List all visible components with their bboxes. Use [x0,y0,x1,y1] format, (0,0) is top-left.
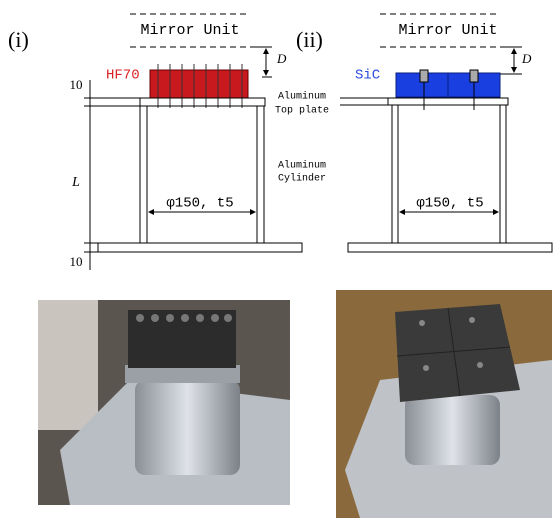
dimension-label: 10 [70,77,83,92]
panel-i: (i) Mirror Unit D HF70 φ150, t5 [8,14,302,270]
mirror-unit: Mirror Unit [398,22,497,39]
figure: (i) Mirror Unit D HF70 φ150, t5 10 L 10 … [0,0,555,521]
sic-blocks [396,70,500,110]
part-label: Aluminum [278,160,326,172]
part-label: Aluminum [278,91,326,103]
gap-label: D [521,51,532,66]
dimension-label: L [71,175,80,190]
dimension-label: 10 [70,254,83,269]
panel-label: (ii) [296,27,323,52]
material-label: SiC [355,68,380,84]
diameter-label: φ150, t5 [166,196,233,212]
part-label: Cylinder [278,173,326,185]
panel-label: (i) [8,27,29,52]
hf70-modules [150,64,248,108]
part-label: Top plate [275,105,329,117]
photo-sic [336,290,552,518]
panel-ii: (ii) Mirror Unit D SiC φ150, t5 [296,14,552,252]
diameter-label: φ150, t5 [416,196,483,212]
material-label: HF70 [106,68,140,84]
gap-label: D [276,51,287,66]
mirror-unit: Mirror Unit [140,22,239,39]
photo-hf70 [38,300,290,505]
